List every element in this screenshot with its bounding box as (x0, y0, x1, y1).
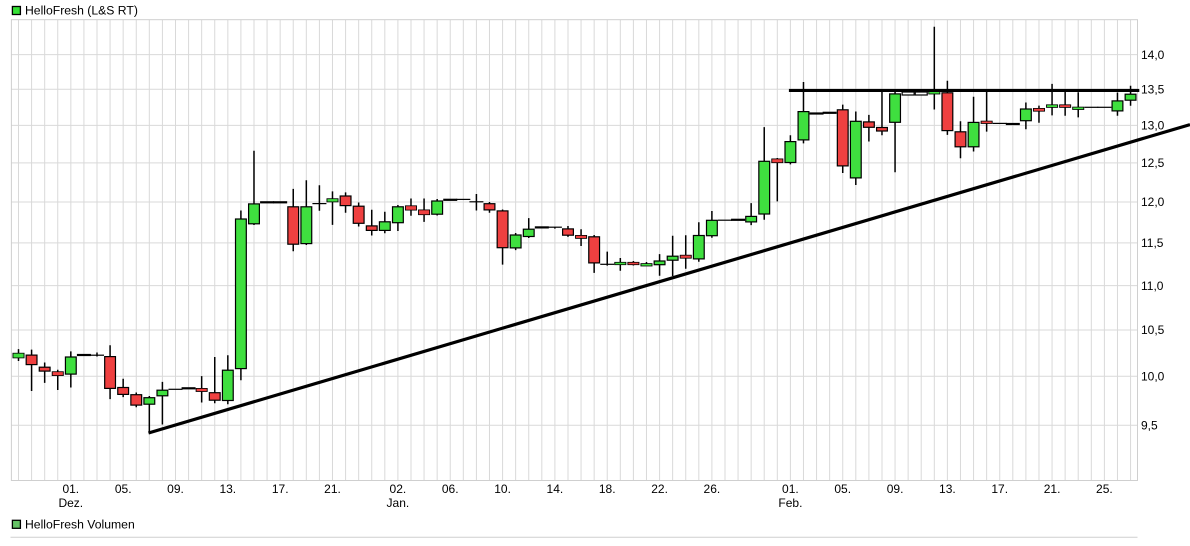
svg-text:HelloFresh (L&S RT): HelloFresh (L&S RT) (25, 4, 138, 18)
svg-text:09.: 09. (887, 482, 904, 496)
svg-text:17.: 17. (272, 482, 289, 496)
svg-text:12,5: 12,5 (1141, 156, 1165, 170)
svg-text:25.: 25. (1096, 482, 1113, 496)
svg-text:21.: 21. (1044, 482, 1061, 496)
svg-text:26.: 26. (704, 482, 721, 496)
svg-text:Dez.: Dez. (58, 496, 83, 510)
svg-text:13.: 13. (219, 482, 236, 496)
svg-text:22.: 22. (651, 482, 668, 496)
svg-text:11,0: 11,0 (1141, 279, 1164, 293)
svg-text:14.: 14. (547, 482, 564, 496)
svg-text:01.: 01. (782, 482, 799, 496)
svg-text:11,5: 11,5 (1141, 236, 1164, 250)
svg-text:13,5: 13,5 (1141, 83, 1165, 97)
svg-text:9,5: 9,5 (1141, 418, 1158, 432)
svg-text:13.: 13. (939, 482, 956, 496)
svg-text:06.: 06. (442, 482, 459, 496)
svg-text:21.: 21. (324, 482, 341, 496)
svg-text:Jan.: Jan. (387, 496, 410, 510)
svg-text:05.: 05. (834, 482, 851, 496)
svg-text:05.: 05. (115, 482, 132, 496)
svg-text:09.: 09. (167, 482, 184, 496)
svg-text:01.: 01. (62, 482, 79, 496)
svg-text:13,0: 13,0 (1141, 119, 1165, 133)
svg-text:14,0: 14,0 (1141, 48, 1165, 62)
svg-text:02.: 02. (390, 482, 407, 496)
svg-text:10,0: 10,0 (1141, 369, 1165, 383)
svg-text:10.: 10. (494, 482, 511, 496)
svg-text:18.: 18. (599, 482, 616, 496)
svg-text:12,0: 12,0 (1141, 195, 1165, 209)
svg-text:10,5: 10,5 (1141, 323, 1165, 337)
svg-text:17.: 17. (991, 482, 1008, 496)
svg-text:Feb.: Feb. (778, 496, 802, 510)
svg-text:HelloFresh Volumen: HelloFresh Volumen (25, 518, 135, 532)
